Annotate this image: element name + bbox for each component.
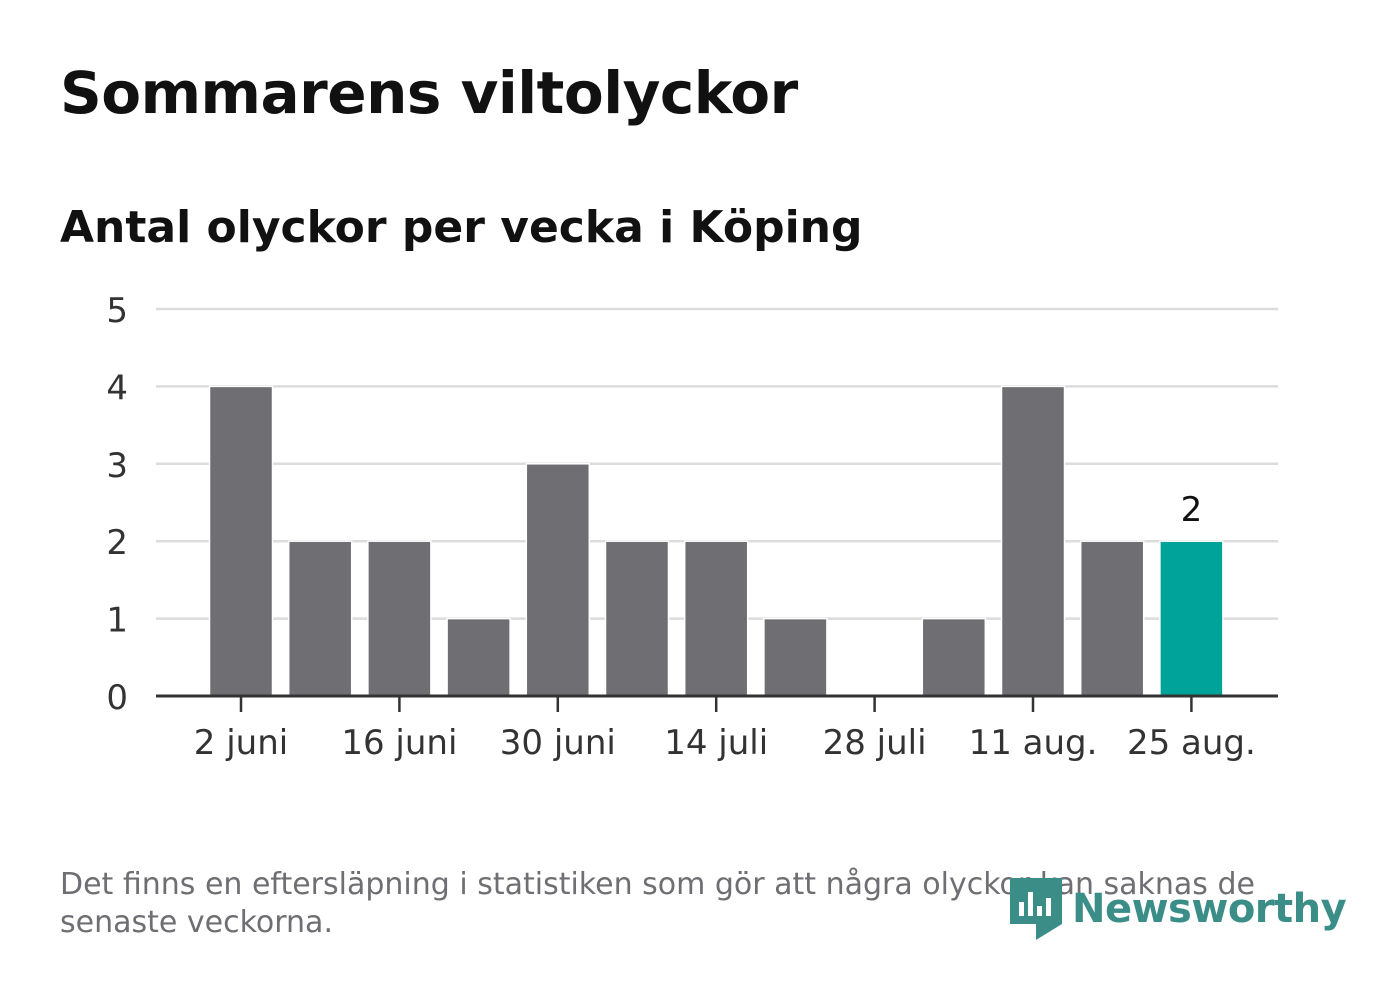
y-tick-label: 1	[106, 601, 128, 641]
x-tick-label: 25 aug.	[1127, 723, 1256, 763]
y-tick-label: 3	[106, 446, 128, 486]
y-tick-label: 2	[106, 523, 128, 563]
x-tick-label: 2 juni	[194, 723, 288, 763]
bar	[1079, 540, 1145, 697]
x-tick-label: 16 juni	[341, 723, 457, 763]
bar	[525, 463, 591, 697]
y-tick-label: 4	[106, 368, 128, 408]
bar	[763, 617, 828, 697]
bar	[1000, 385, 1066, 697]
chart-subtitle: Antal olyckor per vecka i Köping	[60, 202, 863, 253]
bar	[208, 385, 274, 697]
bar	[683, 540, 749, 697]
bar	[604, 540, 670, 697]
y-tick-label: 5	[106, 291, 128, 331]
newsworthy-logo: Newsworthy	[1010, 878, 1347, 940]
y-tick-label: 0	[106, 678, 128, 718]
bar	[446, 617, 511, 697]
x-tick-label: 14 juli	[664, 723, 768, 763]
x-tick-label: 28 juli	[823, 723, 927, 763]
data-label: 2	[1181, 490, 1203, 530]
bar-highlight	[1159, 540, 1224, 697]
chart-title: Sommarens viltolyckor	[60, 59, 798, 127]
bar	[367, 540, 432, 697]
x-tick-label: 30 juni	[500, 723, 616, 763]
newsworthy-bar-chart-icon	[1010, 878, 1062, 940]
bar	[921, 617, 987, 697]
x-tick-label: 11 aug.	[969, 723, 1098, 763]
logo-text: Newsworthy	[1072, 886, 1347, 932]
bar	[287, 540, 353, 697]
